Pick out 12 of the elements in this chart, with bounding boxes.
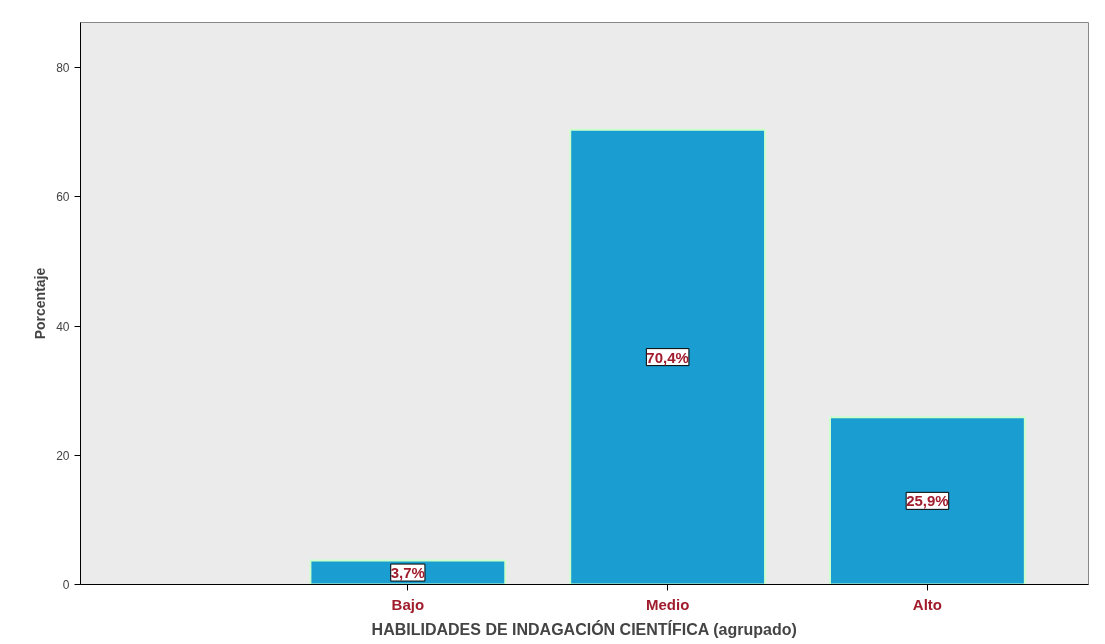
y-tick-label: 40 [56, 319, 70, 334]
y-tick-label: 60 [56, 190, 70, 205]
bar [569, 128, 767, 585]
y-axis-title: Porcentaje [32, 267, 49, 340]
y-tick-label: 80 [56, 61, 70, 76]
bar [829, 416, 1026, 585]
x-tick-label: Medio [645, 595, 690, 613]
x-tick-label: Alto [912, 595, 943, 613]
x-tick-label: Bajo [391, 595, 425, 613]
y-tick-label: 20 [56, 448, 70, 463]
y-tick-label: 0 [62, 578, 70, 592]
x-axis-title: HABILIDADES DE INDAGACIÓN CIENTÍFICA (agrupado) [371, 619, 797, 638]
